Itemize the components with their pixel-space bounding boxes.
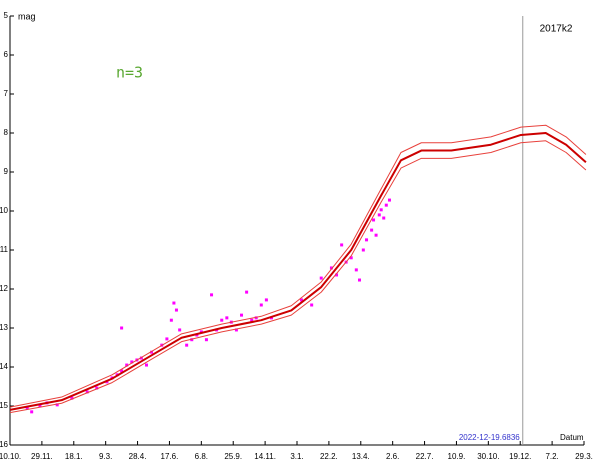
observation-point [210, 293, 214, 297]
observation-point [319, 276, 323, 280]
observation-point [120, 369, 124, 373]
observation-point [169, 318, 173, 322]
y-tick-label: 15 [0, 401, 9, 410]
y-tick-label: 6 [4, 50, 9, 59]
fit-line [9, 132, 587, 411]
observation-point [245, 290, 249, 294]
x-tick-label: 10.10. [0, 452, 21, 461]
observation-point [365, 238, 369, 242]
x-axis-label: Datum [560, 433, 584, 442]
observation-point [254, 316, 258, 320]
observation-point [329, 266, 333, 270]
y-tick-label: 13 [0, 323, 9, 332]
observation-point [264, 298, 268, 302]
observation-point [95, 386, 99, 390]
observation-point [30, 410, 34, 414]
x-tick-label: 17.6. [161, 452, 179, 461]
observation-point [70, 396, 74, 400]
x-tick-label: 28.4. [129, 452, 147, 461]
y-axis-label: mag [18, 11, 36, 21]
observation-point [190, 338, 194, 342]
observation-point [225, 316, 229, 320]
x-tick-label: 29.3. [575, 452, 593, 461]
x-tick-label: 13.4. [352, 452, 370, 461]
observation-point [382, 216, 386, 220]
x-tick-label: 3.1. [290, 452, 303, 461]
observation-point [125, 363, 129, 367]
observation-point [234, 328, 238, 332]
observation-point [178, 328, 182, 332]
observation-point [204, 338, 208, 342]
annotation: n=3 [116, 64, 143, 82]
observation-point [85, 390, 89, 394]
chart-title: 2017k2 [540, 24, 573, 35]
x-tick-label: 14.11. [254, 452, 276, 461]
observation-point [354, 268, 358, 272]
observation-point [38, 404, 42, 408]
observation-point [384, 203, 388, 207]
y-tick-label: 11 [0, 245, 9, 254]
marker-label: 2022-12-19.6836 [459, 433, 520, 442]
observation-point [150, 350, 154, 354]
observation-point [377, 213, 381, 217]
y-tick-label: 7 [4, 89, 9, 98]
observation-point [130, 360, 134, 364]
observation-point [335, 273, 339, 277]
observation-point [240, 313, 244, 317]
y-tick-label: 8 [4, 128, 9, 137]
observation-point [185, 343, 189, 347]
observation-point [387, 198, 391, 202]
observation-point [199, 330, 203, 334]
y-tick-label: 14 [0, 362, 9, 371]
x-tick-label: 25.9. [224, 452, 242, 461]
x-tick-label: 22.2. [320, 452, 338, 461]
observation-point [174, 308, 178, 312]
observation-point [370, 228, 374, 232]
x-tick-label: 9.3. [99, 452, 112, 461]
y-tick-label: 16 [0, 440, 9, 449]
y-tick-label: 10 [0, 206, 9, 215]
y-tick-label: 12 [0, 284, 9, 293]
x-tick-label: 19.12. [509, 452, 531, 461]
x-tick-label: 18.1. [65, 452, 83, 461]
envelope-line [9, 140, 587, 414]
y-tick-label: 5 [4, 11, 9, 20]
observation-point [374, 233, 378, 237]
x-tick-label: 6.8. [195, 452, 208, 461]
observation-point [299, 298, 303, 302]
observation-point [25, 406, 29, 410]
y-tick-label: 9 [4, 167, 9, 176]
x-tick-label: 10.9. [448, 452, 466, 461]
observation-point [220, 318, 224, 322]
observation-point [349, 256, 353, 260]
observation-point [165, 337, 169, 341]
observation-point [120, 326, 124, 330]
observation-point [259, 303, 263, 307]
observation-point [55, 403, 59, 407]
observation-point [340, 243, 344, 247]
observation-point [172, 301, 176, 305]
x-tick-label: 7.2. [545, 452, 558, 461]
x-tick-label: 29.11. [31, 452, 53, 461]
observation-point [144, 363, 148, 367]
observation-point [139, 356, 143, 360]
x-tick-label: 30.10. [477, 452, 499, 461]
observation-point [358, 278, 362, 282]
x-tick-label: 2.6. [386, 452, 399, 461]
observation-point [361, 248, 365, 252]
observation-point [310, 303, 314, 307]
observation-point [372, 218, 376, 222]
x-tick-label: 22.7. [416, 452, 434, 461]
envelope-line [9, 124, 587, 408]
observation-point [250, 318, 254, 322]
observation-point [379, 208, 383, 212]
